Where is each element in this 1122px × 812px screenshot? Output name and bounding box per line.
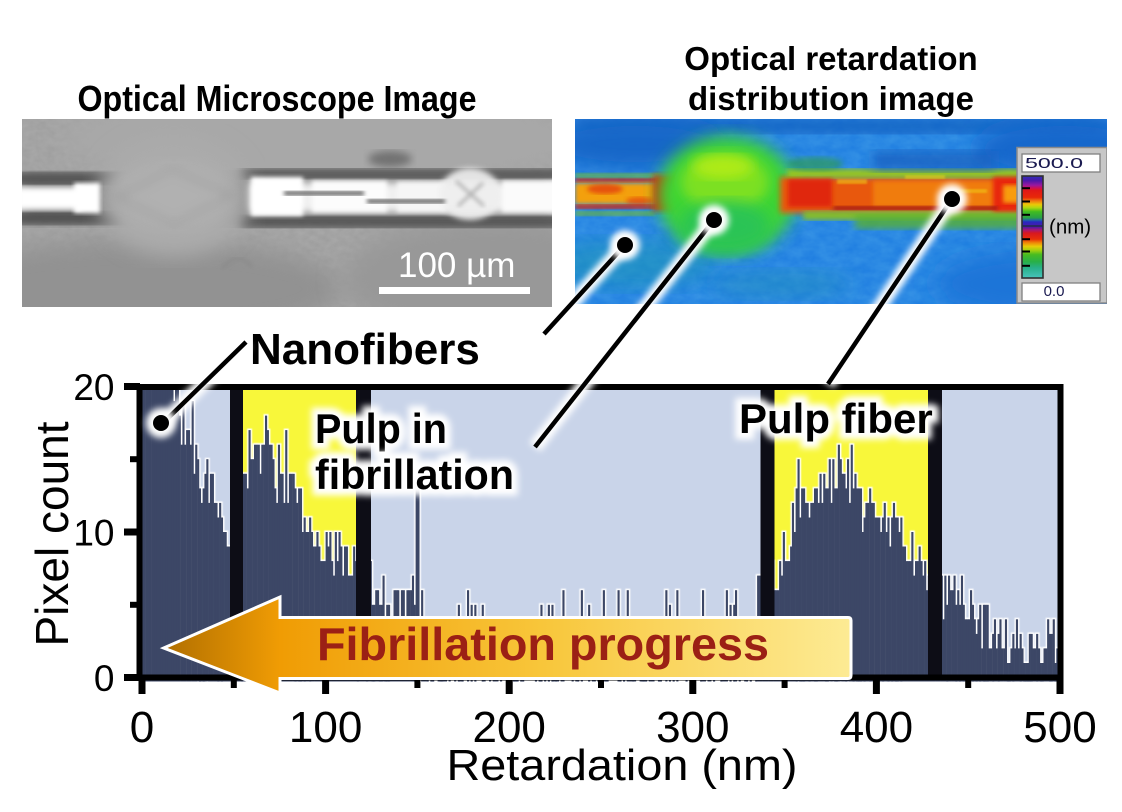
svg-text:Nanofibers: Nanofibers <box>250 325 480 374</box>
svg-text:distribution image: distribution image <box>688 80 974 117</box>
svg-text:Pulp fiber: Pulp fiber <box>739 395 933 442</box>
svg-text:Retardation (nm): Retardation (nm) <box>447 741 798 790</box>
svg-text:(nm): (nm) <box>1049 216 1091 239</box>
svg-text:0: 0 <box>130 703 154 752</box>
svg-text:fibrillation: fibrillation <box>315 451 514 498</box>
svg-text:500.0: 500.0 <box>1025 155 1083 172</box>
svg-text:Optical retardation: Optical retardation <box>684 40 977 77</box>
svg-text:100 µm: 100 µm <box>398 246 515 285</box>
svg-text:500: 500 <box>1023 703 1096 752</box>
svg-text:0.0: 0.0 <box>1044 283 1065 300</box>
svg-text:400: 400 <box>840 703 913 752</box>
svg-text:100: 100 <box>289 703 362 752</box>
svg-text:300: 300 <box>656 703 729 752</box>
svg-text:Pulp fiber: Pulp fiber <box>739 395 933 442</box>
svg-text:Fibrillation progress: Fibrillation progress <box>317 618 769 670</box>
svg-text:fibrillation: fibrillation <box>315 451 514 498</box>
svg-text:Pulp in: Pulp in <box>315 405 447 452</box>
svg-text:Pulp in: Pulp in <box>315 405 447 452</box>
svg-text:10: 10 <box>73 513 114 554</box>
svg-text:Nanofibers: Nanofibers <box>250 325 480 374</box>
svg-text:0: 0 <box>94 658 115 699</box>
svg-text:Optical Microscope Image: Optical Microscope Image <box>78 78 477 119</box>
svg-text:20: 20 <box>73 367 114 408</box>
svg-text:200: 200 <box>472 703 545 752</box>
svg-text:Pixel count: Pixel count <box>26 421 78 646</box>
